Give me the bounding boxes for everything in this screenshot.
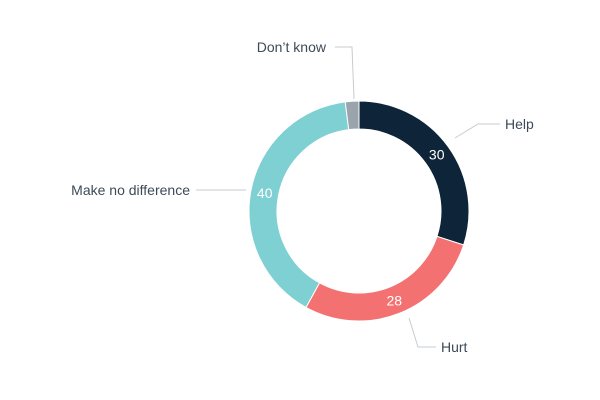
slice-make-no-difference — [248, 101, 350, 309]
value-label-help: 30 — [429, 147, 445, 163]
slice-help — [358, 100, 470, 246]
slice-hurt — [305, 235, 465, 322]
category-label-hurt: Hurt — [441, 339, 468, 355]
value-label-make-no-difference: 40 — [257, 185, 273, 201]
category-label-help: Help — [505, 116, 534, 132]
value-labels-layer: 30 28 40 — [257, 147, 445, 309]
leader-lines-layer — [196, 46, 500, 348]
category-label-don-t-know: Don’t know — [257, 39, 327, 55]
category-label-make-no-difference: Make no difference — [71, 182, 190, 198]
leader-line-don-t-know — [335, 46, 355, 100]
value-label-hurt: 28 — [387, 292, 403, 308]
slices-layer — [248, 100, 470, 322]
leader-line-help — [454, 123, 500, 139]
category-labels-layer: Help Hurt Make no difference Don’t know — [71, 39, 534, 355]
slice-don-t-know — [344, 100, 360, 131]
leader-line-hurt — [408, 317, 436, 348]
